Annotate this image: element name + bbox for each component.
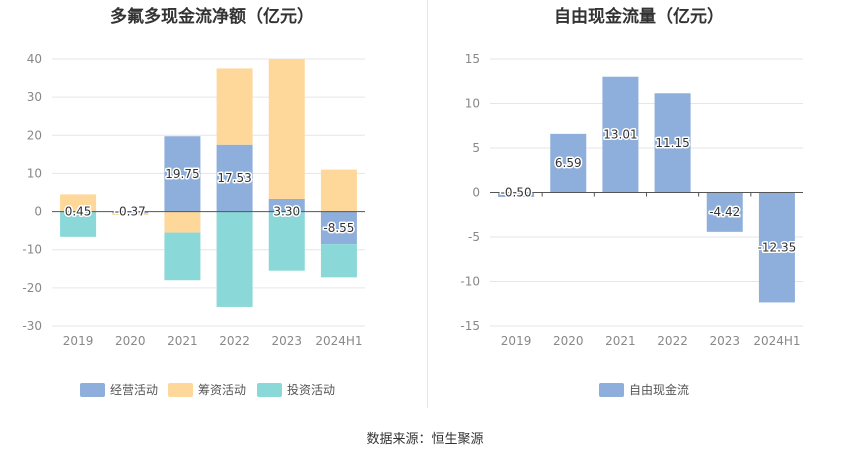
chart1-y-tick-label: 20	[27, 128, 42, 142]
chart1-bar-0-3	[216, 144, 253, 212]
chart2-bar-0-4	[706, 192, 743, 232]
chart2-y-tick-label: -15	[460, 319, 480, 333]
chart1-bar-0-2	[164, 136, 201, 212]
chart2-data-label-1: 6.59	[555, 156, 582, 170]
chart1-legend-label-2: 投资活动	[287, 382, 335, 397]
chart1-data-label-0: 0.45	[65, 205, 92, 219]
chart1-bar-1-2	[164, 211, 201, 233]
chart1-legend-label-0: 经营活动	[110, 383, 158, 397]
chart1-y-tick-label: -10	[22, 243, 42, 257]
chart1-legend-swatch-0	[80, 383, 105, 397]
chart2-legend-swatch-0	[599, 383, 624, 397]
chart1-data-label-2: 19.75	[165, 167, 199, 181]
chart1-y-tick-label: -30	[22, 319, 42, 333]
chart1-bar-1-3	[216, 68, 253, 145]
chart1-data-label-3: 17.53	[217, 171, 251, 185]
chart1-y-tick-label: -20	[22, 281, 42, 295]
chart1-bar-2-4	[268, 211, 305, 271]
chart2-data-label-2: 13.01	[603, 128, 637, 142]
left-chart-title: 多氟多现金流净额（亿元）	[110, 7, 314, 27]
chart1-x-tick-label: 2024H1	[315, 334, 362, 348]
chart1-bar-0-5	[320, 211, 357, 245]
chart2-x-tick-label: 2024H1	[753, 334, 800, 348]
chart2-data-label-4: -4.42	[709, 205, 740, 219]
chart2-x-tick-label: 2021	[605, 334, 636, 348]
chart2-y-tick-label: 10	[465, 97, 480, 111]
chart1-x-tick-label: 2021	[167, 334, 198, 348]
chart1-legend-label-1: 筹资活动	[198, 383, 246, 397]
chart1-x-tick-label: 2023	[271, 334, 302, 348]
chart2-data-label-5: -12.35	[758, 240, 797, 254]
chart1-data-label-4: 3.30	[273, 205, 300, 219]
data-source: 数据来源：恒生聚源	[0, 428, 850, 447]
chart1-data-label-5: -8.55	[323, 221, 354, 235]
chart2-x-tick-label: 2019	[501, 334, 532, 348]
chart2-x-tick-label: 2023	[709, 334, 740, 348]
chart1-bar-1-5	[320, 169, 357, 212]
chart2-y-tick-label: -5	[468, 230, 480, 244]
chart2-data-label-0: -0.50	[501, 186, 532, 200]
chart2-y-tick-label: 0	[472, 186, 480, 200]
chart2-bar-0-5	[758, 192, 795, 303]
chart1-y-tick-label: 0	[34, 205, 42, 219]
chart2-legend-label-0: 自由现金流	[629, 382, 689, 397]
chart1-bar-2-0	[60, 212, 97, 237]
chart1-bar-0-4	[268, 198, 305, 212]
chart1-bar-0-1	[112, 211, 149, 213]
chart2-bar-0-3	[654, 93, 691, 193]
chart1-bar-2-3	[216, 211, 253, 307]
chart2-y-tick-label: -10	[460, 275, 480, 289]
right-chart-title: 自由现金流量（亿元）	[554, 7, 724, 27]
chart2-x-tick-label: 2022	[657, 334, 688, 348]
chart1-y-tick-label: 40	[27, 52, 42, 66]
chart1-data-label-1: -0.37	[115, 205, 146, 219]
chart1-y-tick-label: 30	[27, 90, 42, 104]
chart1-bar-1-0	[60, 194, 97, 212]
chart2-bar-0-2	[602, 76, 639, 193]
chart1-bar-2-2	[164, 232, 201, 281]
chart1-x-tick-label: 2019	[63, 334, 94, 348]
source-prefix: 数据来源：	[366, 432, 432, 447]
chart2-x-tick-label: 2020	[553, 334, 584, 348]
chart1-legend-swatch-1	[168, 383, 193, 397]
chart2-y-tick-label: 15	[465, 52, 480, 66]
chart1-x-tick-label: 2022	[219, 334, 250, 348]
chart-divider	[427, 0, 428, 408]
chart2-data-label-3: 11.15	[655, 136, 689, 150]
chart1-bar-2-5	[320, 244, 357, 278]
chart2-y-tick-label: 5	[472, 141, 480, 155]
chart1-bar-1-1	[112, 212, 149, 215]
chart1-legend-swatch-2	[257, 383, 282, 397]
chart1-y-tick-label: 10	[27, 166, 42, 180]
source-name: 恒生聚源	[431, 432, 484, 447]
chart1-bar-1-4	[268, 59, 305, 199]
chart2-bar-0-1	[550, 133, 587, 193]
chart2-bar-0-0	[498, 192, 535, 197]
chart1-x-tick-label: 2020	[115, 334, 146, 348]
